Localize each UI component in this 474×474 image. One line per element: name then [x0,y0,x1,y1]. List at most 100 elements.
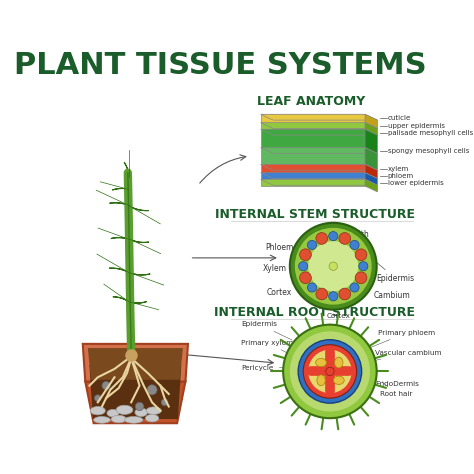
Polygon shape [365,164,377,179]
Ellipse shape [111,415,126,423]
Polygon shape [88,348,183,380]
Circle shape [308,241,358,292]
Text: upper epidermis: upper epidermis [388,123,445,129]
Text: LEAF ANATOMY: LEAF ANATOMY [256,95,365,108]
Polygon shape [365,123,377,135]
Text: cuticle: cuticle [388,115,411,120]
Circle shape [359,262,368,271]
Text: Xylem: Xylem [263,264,302,273]
Text: xylem: xylem [388,166,409,173]
Polygon shape [261,123,365,129]
Circle shape [136,402,144,410]
Text: Cambium: Cambium [364,285,410,300]
Polygon shape [365,129,377,154]
Polygon shape [365,173,377,185]
Polygon shape [261,114,377,120]
Polygon shape [109,203,130,206]
Polygon shape [112,189,128,190]
Ellipse shape [333,376,344,384]
Circle shape [316,233,328,244]
Polygon shape [261,173,365,179]
Circle shape [339,288,351,300]
Ellipse shape [93,417,110,423]
Circle shape [308,240,317,250]
Circle shape [161,399,168,406]
Polygon shape [129,206,149,210]
Circle shape [283,325,377,418]
Circle shape [295,228,372,305]
Polygon shape [109,268,129,273]
Circle shape [355,249,367,261]
Polygon shape [261,148,377,154]
Ellipse shape [146,407,161,414]
Ellipse shape [107,410,118,417]
Polygon shape [261,164,377,170]
Circle shape [308,350,352,393]
Polygon shape [130,273,150,275]
Polygon shape [130,301,147,303]
Text: spongy mesophyll cells: spongy mesophyll cells [388,148,469,154]
Text: phloem: phloem [388,173,414,179]
Text: Epidermis: Epidermis [375,261,415,283]
Polygon shape [261,123,377,128]
Text: INTERNAL ROOT STRUCTURE: INTERNAL ROOT STRUCTURE [214,307,415,319]
Text: Cortex: Cortex [325,313,350,328]
Text: Pith: Pith [338,230,369,261]
Ellipse shape [135,408,147,417]
Circle shape [350,283,359,292]
Text: palisade mesophyll cells: palisade mesophyll cells [388,129,473,136]
Circle shape [300,272,311,283]
Circle shape [326,367,334,375]
Circle shape [298,340,362,403]
Polygon shape [111,237,129,239]
Circle shape [329,262,337,270]
Circle shape [350,240,359,250]
Circle shape [328,292,338,301]
Circle shape [299,262,308,271]
Text: Cortex: Cortex [266,283,292,297]
Polygon shape [90,365,181,419]
Polygon shape [85,382,185,423]
Polygon shape [261,129,365,148]
Ellipse shape [90,407,105,415]
Circle shape [328,232,338,241]
Polygon shape [365,114,377,128]
Polygon shape [83,344,188,382]
Text: Vascular cambium: Vascular cambium [359,350,441,364]
Polygon shape [365,179,377,192]
Ellipse shape [316,358,327,367]
Polygon shape [261,179,377,185]
Circle shape [355,272,367,283]
Polygon shape [261,114,365,123]
Text: Primary phloem: Primary phloem [345,330,436,358]
Polygon shape [261,148,365,164]
Ellipse shape [116,405,133,414]
Circle shape [290,331,370,411]
Circle shape [316,288,328,300]
Text: Epidermis: Epidermis [241,321,292,340]
Circle shape [308,283,317,292]
Text: EndoDermis: EndoDermis [363,380,419,387]
Text: lower epidermis: lower epidermis [388,180,443,186]
Circle shape [300,249,311,261]
Text: INTERNAL STEM STRUCTURE: INTERNAL STEM STRUCTURE [215,208,415,221]
Ellipse shape [335,357,343,368]
Polygon shape [261,164,365,173]
Polygon shape [261,173,377,179]
Polygon shape [124,163,128,177]
Text: Root hair: Root hair [380,382,412,398]
Circle shape [94,395,101,401]
Ellipse shape [125,417,143,423]
Circle shape [303,345,356,398]
Polygon shape [365,148,377,170]
Text: Pericycle: Pericycle [241,365,301,371]
Text: Primary xylem: Primary xylem [241,340,312,366]
Circle shape [290,223,377,310]
Ellipse shape [146,414,159,422]
Polygon shape [113,297,129,302]
Text: Phloem: Phloem [265,243,301,255]
Ellipse shape [317,375,325,386]
Text: PLANT TISSUE SYSTEMS: PLANT TISSUE SYSTEMS [14,51,427,80]
Polygon shape [261,129,377,135]
Circle shape [102,382,110,390]
